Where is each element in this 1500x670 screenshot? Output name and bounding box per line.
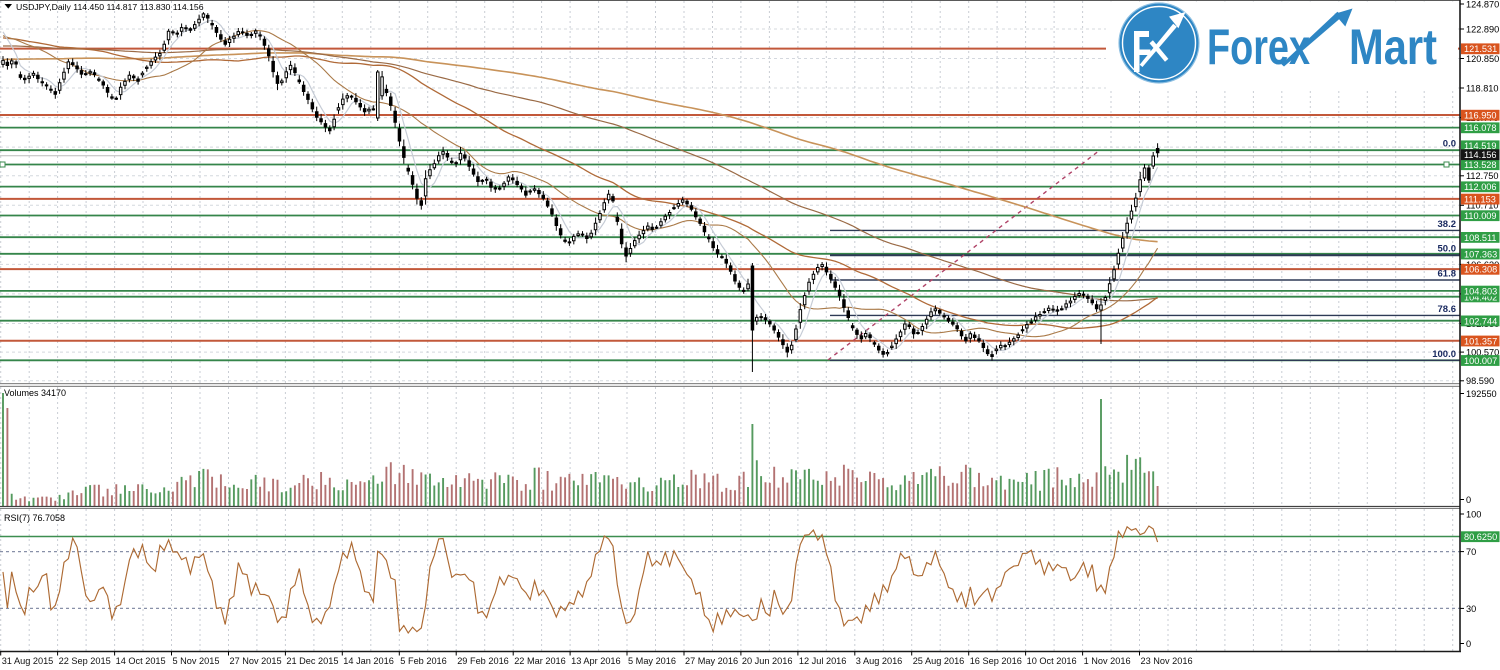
svg-text:102.744: 102.744 bbox=[1464, 316, 1497, 326]
svg-text:22 Sep 2015: 22 Sep 2015 bbox=[59, 656, 111, 666]
svg-text:14 Oct 2015: 14 Oct 2015 bbox=[116, 656, 166, 666]
svg-text:111.153: 111.153 bbox=[1464, 195, 1496, 205]
svg-text:0.0: 0.0 bbox=[1443, 139, 1456, 150]
svg-text:Volumes 34170: Volumes 34170 bbox=[4, 388, 66, 398]
svg-text:22 Mar 2016: 22 Mar 2016 bbox=[514, 656, 566, 666]
svg-text:110.710: 110.710 bbox=[1466, 201, 1499, 211]
svg-text:38.2: 38.2 bbox=[1438, 219, 1457, 230]
svg-text:118.810: 118.810 bbox=[1466, 83, 1499, 93]
svg-text:1 Nov 2016: 1 Nov 2016 bbox=[1084, 656, 1131, 666]
svg-text:113.528: 113.528 bbox=[1464, 160, 1497, 170]
svg-text:Mart: Mart bbox=[1349, 19, 1437, 75]
svg-text:116.950: 116.950 bbox=[1464, 111, 1497, 121]
svg-text:31 Aug 2015: 31 Aug 2015 bbox=[2, 656, 54, 666]
svg-text:0: 0 bbox=[1466, 495, 1471, 505]
svg-text:110.009: 110.009 bbox=[1464, 211, 1497, 221]
svg-text:121.531: 121.531 bbox=[1464, 44, 1497, 54]
svg-text:13 Apr 2016: 13 Apr 2016 bbox=[571, 656, 621, 666]
svg-text:78.6: 78.6 bbox=[1438, 304, 1457, 315]
svg-text:27 May 2016: 27 May 2016 bbox=[685, 656, 738, 666]
svg-text:21 Dec 2015: 21 Dec 2015 bbox=[286, 656, 338, 666]
svg-text:USDJPY,Daily 114.450 114.817: USDJPY,Daily 114.450 114.817 113.830 114… bbox=[16, 2, 204, 12]
svg-text:104.402: 104.402 bbox=[1464, 292, 1497, 302]
svg-text:RSI(7) 76.7058: RSI(7) 76.7058 bbox=[4, 513, 65, 523]
svg-text:10 Oct 2016: 10 Oct 2016 bbox=[1027, 656, 1077, 666]
svg-text:114.519: 114.519 bbox=[1464, 141, 1497, 151]
svg-text:16 Sep 2016: 16 Sep 2016 bbox=[970, 656, 1022, 666]
svg-text:5 Nov 2015: 5 Nov 2015 bbox=[173, 656, 220, 666]
svg-text:120.850: 120.850 bbox=[1466, 54, 1499, 64]
svg-text:23 Nov 2016: 23 Nov 2016 bbox=[1141, 656, 1193, 666]
svg-text:14 Jan 2016: 14 Jan 2016 bbox=[343, 656, 394, 666]
svg-text:106.308: 106.308 bbox=[1464, 265, 1497, 275]
svg-text:100.0: 100.0 bbox=[1432, 349, 1456, 360]
svg-text:104.803: 104.803 bbox=[1464, 287, 1497, 297]
svg-text:50.0: 50.0 bbox=[1438, 244, 1457, 255]
svg-text:114.156: 114.156 bbox=[1464, 150, 1497, 160]
svg-text:12 Jul 2016: 12 Jul 2016 bbox=[799, 656, 847, 666]
svg-text:122.890: 122.890 bbox=[1466, 24, 1499, 34]
svg-text:108.511: 108.511 bbox=[1464, 233, 1497, 243]
svg-text:100.570: 100.570 bbox=[1466, 348, 1499, 358]
svg-text:116.078: 116.078 bbox=[1464, 123, 1497, 133]
svg-text:124.870: 124.870 bbox=[1466, 0, 1499, 9]
svg-text:20 Jun 2016: 20 Jun 2016 bbox=[742, 656, 793, 666]
svg-text:100.007: 100.007 bbox=[1464, 356, 1497, 366]
svg-text:27 Nov 2015: 27 Nov 2015 bbox=[230, 656, 282, 666]
svg-text:100: 100 bbox=[1466, 509, 1481, 519]
svg-text:Forex: Forex bbox=[1207, 19, 1310, 75]
svg-text:112.006: 112.006 bbox=[1464, 182, 1497, 192]
svg-text:3 Aug 2016: 3 Aug 2016 bbox=[856, 656, 903, 666]
svg-text:80.6250: 80.6250 bbox=[1464, 532, 1497, 542]
svg-text:61.8: 61.8 bbox=[1438, 269, 1457, 280]
svg-text:70: 70 bbox=[1466, 547, 1476, 557]
svg-text:192550: 192550 bbox=[1466, 389, 1497, 399]
svg-text:0: 0 bbox=[1466, 639, 1471, 649]
svg-text:101.357: 101.357 bbox=[1464, 336, 1497, 346]
svg-text:98.590: 98.590 bbox=[1466, 376, 1494, 386]
svg-text:25 Aug 2016: 25 Aug 2016 bbox=[913, 656, 965, 666]
svg-text:112.750: 112.750 bbox=[1466, 171, 1499, 181]
svg-text:30: 30 bbox=[1466, 604, 1476, 614]
svg-text:107.363: 107.363 bbox=[1464, 249, 1497, 259]
svg-text:29 Feb 2016: 29 Feb 2016 bbox=[457, 656, 509, 666]
svg-text:5 Feb 2016: 5 Feb 2016 bbox=[400, 656, 447, 666]
svg-text:5 May 2016: 5 May 2016 bbox=[628, 656, 676, 666]
